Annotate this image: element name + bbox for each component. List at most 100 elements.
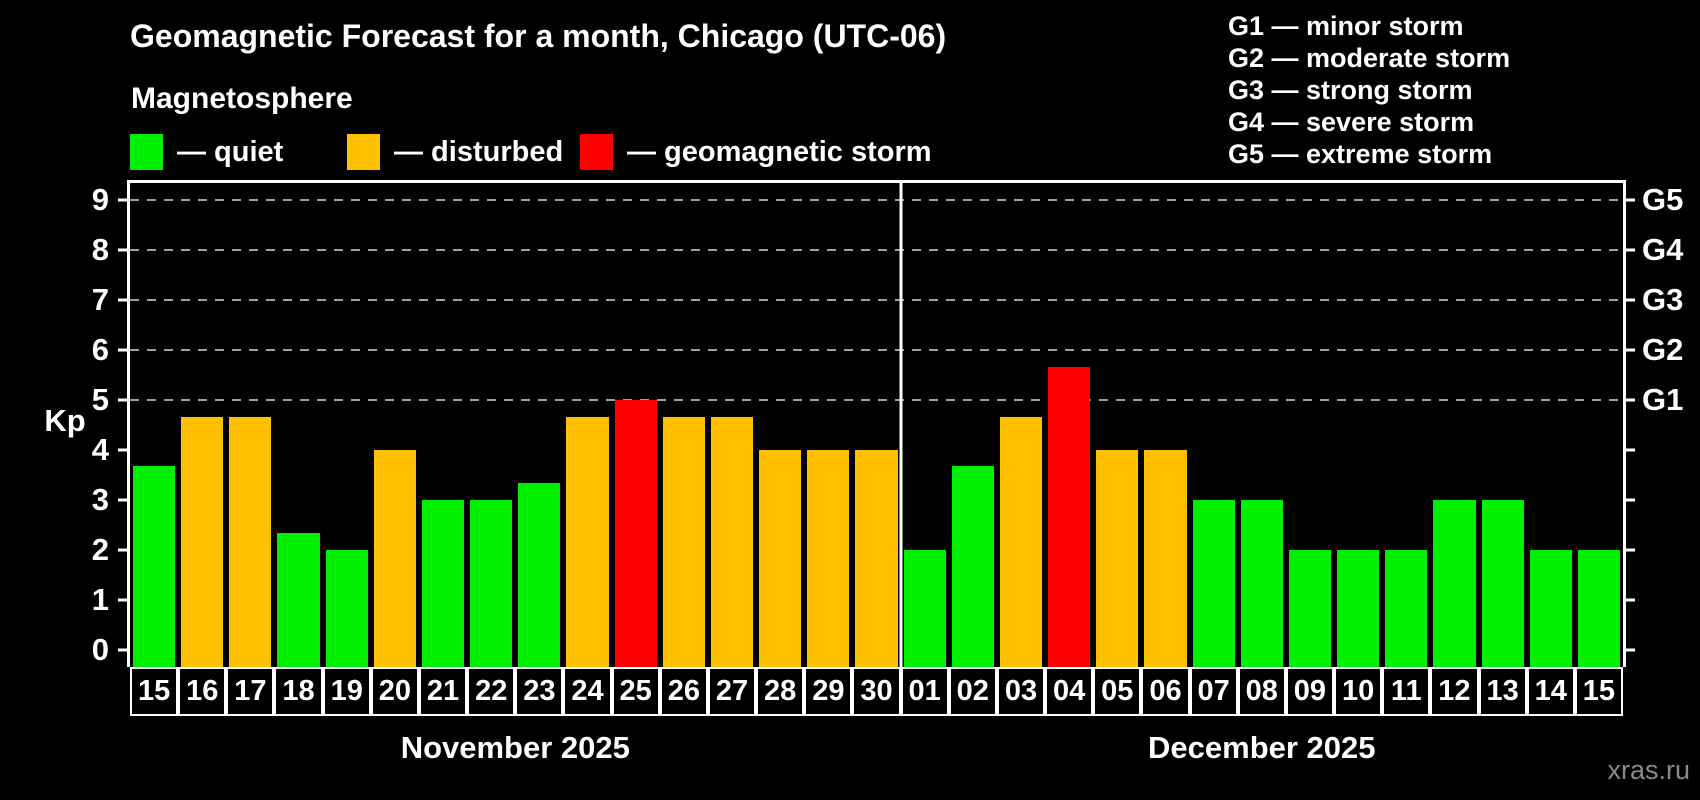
g-scale-label-G2: G2 — [1642, 332, 1684, 368]
day-label-cell: 19 — [322, 667, 371, 716]
day-label-cell: 01 — [900, 667, 949, 716]
storm-scale-legend: G1 — minor storm G2 — moderate storm G3 — … — [1228, 10, 1510, 170]
day-label-cell: 14 — [1526, 667, 1575, 716]
legend-label: — geomagnetic storm — [627, 135, 932, 168]
kp-bar-10 — [1337, 549, 1380, 667]
geomagnetic-storm-swatch — [580, 134, 613, 170]
y-axis-tick — [118, 498, 127, 502]
day-label-cell: 21 — [418, 667, 468, 716]
kp-bar-27 — [710, 416, 754, 667]
kp-bar-23 — [518, 483, 561, 667]
quiet-swatch — [130, 134, 163, 170]
g-axis-tick — [1626, 248, 1635, 252]
day-label-cell: 04 — [1045, 667, 1094, 716]
y-axis-tick — [118, 248, 127, 252]
day-label-cell: 20 — [370, 667, 419, 716]
kp-bar-20 — [373, 449, 416, 667]
g-scale-label-G4: G4 — [1642, 232, 1684, 268]
y-axis-tick — [118, 298, 127, 302]
legend-label: — disturbed — [394, 135, 564, 168]
y-axis-tick — [118, 598, 127, 602]
kp-bar-18 — [277, 533, 320, 667]
y-tick-label: 3 — [91, 481, 109, 517]
month-labels: November 2025 December 2025 — [130, 730, 1623, 770]
g-axis-tick — [1626, 598, 1635, 602]
day-label-cell: 15 — [130, 667, 179, 716]
plot-inner — [130, 183, 1623, 667]
kp-bar-01 — [903, 549, 946, 667]
gridline-kp9 — [130, 199, 1623, 202]
g-axis-tick — [1626, 298, 1635, 302]
day-label-cell: 07 — [1189, 667, 1238, 716]
month-label: December 2025 — [1148, 730, 1376, 765]
g-legend-line: G3 — strong storm — [1228, 75, 1473, 105]
day-label-cell: 17 — [226, 667, 275, 716]
y-tick-label: 8 — [91, 232, 109, 268]
y-tick-label: 7 — [91, 282, 109, 318]
y-tick-label: 2 — [91, 531, 109, 567]
day-label-cell: 11 — [1382, 667, 1431, 716]
y-axis-tick — [118, 198, 127, 202]
y-tick-label: 4 — [91, 431, 109, 467]
g-axis-tick — [1626, 348, 1635, 352]
y-tick-label: 9 — [91, 182, 109, 218]
y-tick-label: 0 — [91, 631, 109, 667]
g-axis-tick — [1626, 648, 1635, 652]
kp-bar-02 — [951, 466, 994, 667]
day-label-cell: 08 — [1237, 667, 1286, 716]
kp-bar-17 — [229, 416, 272, 667]
month-separator — [899, 183, 903, 667]
g-axis-tick — [1626, 548, 1635, 552]
disturbed-swatch — [347, 134, 380, 170]
kp-bar-14 — [1529, 549, 1572, 667]
day-label-cell: 02 — [948, 667, 997, 716]
g-axis-tick — [1626, 448, 1635, 452]
plot-area — [127, 180, 1626, 667]
day-label-cell: 05 — [1093, 667, 1142, 716]
y-tick-label: 1 — [91, 581, 109, 617]
page-title: Geomagnetic Forecast for a month, Chicag… — [130, 18, 947, 54]
g-legend-line: G5 — extreme storm — [1228, 139, 1493, 169]
y-axis-tick — [118, 448, 127, 452]
day-label-cell: 16 — [178, 667, 227, 716]
g-legend-line: G2 — moderate storm — [1228, 43, 1511, 73]
kp-bar-22 — [470, 499, 513, 667]
watermark: xras.ru — [1607, 755, 1690, 785]
g-scale-label-G3: G3 — [1642, 282, 1684, 318]
month-label: November 2025 — [400, 730, 630, 765]
y-tick-label: 5 — [91, 382, 109, 418]
day-label-cell: 15 — [1574, 667, 1623, 716]
y-tick-label: 6 — [91, 332, 109, 368]
kp-bar-13 — [1481, 499, 1524, 667]
day-label-cell: 25 — [611, 667, 660, 716]
day-axis: 15 16 17 18 19 20 21 22 23 24 25 26 27 28 29 30 01 02 03 04… — [130, 667, 1623, 716]
kp-bar-09 — [1288, 549, 1332, 667]
day-label-cell: 13 — [1478, 667, 1527, 716]
day-label-cell: 29 — [804, 667, 853, 716]
kp-bar-11 — [1385, 549, 1428, 667]
kp-bar-12 — [1433, 499, 1476, 667]
y-axis-tick — [118, 348, 127, 352]
day-label-cell: 09 — [1285, 667, 1335, 716]
g-scale-axis: G1 G2 G3 G4 G5 — [1626, 182, 1700, 667]
g-scale-label-G5: G5 — [1642, 182, 1684, 218]
kp-bar-29 — [807, 449, 850, 667]
g-legend-line: G4 — severe storm — [1228, 107, 1475, 137]
y-axis-tick — [118, 648, 127, 652]
kp-bar-15 — [133, 466, 176, 667]
kp-bar-19 — [325, 549, 368, 667]
day-label-cell: 27 — [707, 667, 757, 716]
kp-bar-08 — [1240, 499, 1283, 667]
subtitle-magnetosphere: Magnetosphere — [131, 82, 353, 115]
gridline-kp7 — [130, 299, 1623, 302]
g-axis-tick — [1626, 398, 1635, 402]
kp-bar-30 — [855, 449, 898, 667]
y-axis-tick — [118, 398, 127, 402]
kp-bar-24 — [566, 416, 609, 667]
kp-bar-25 — [614, 400, 657, 667]
day-label-cell: 24 — [563, 667, 612, 716]
y-axis-tick — [118, 548, 127, 552]
gridline-kp6 — [130, 349, 1623, 352]
day-label-cell: 03 — [996, 667, 1046, 716]
kp-bar-07 — [1192, 499, 1235, 667]
